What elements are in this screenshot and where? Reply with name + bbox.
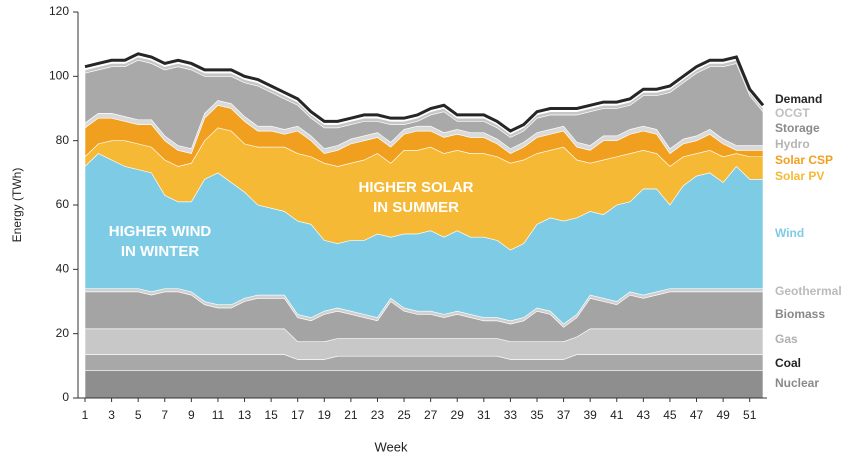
x-tick-label: 41	[610, 408, 624, 422]
legend-label: OCGT	[775, 106, 810, 120]
x-tick-label: 3	[108, 408, 115, 422]
x-tick-label: 15	[264, 408, 278, 422]
annotation: IN SUMMER	[373, 199, 459, 216]
area	[84, 354, 764, 371]
x-tick-label: 27	[424, 408, 438, 422]
annotation: HIGHER WIND	[109, 223, 212, 240]
legend-label: Biomass	[775, 307, 825, 321]
y-tick-label: 120	[49, 4, 69, 18]
area	[84, 56, 764, 138]
y-tick-label: 0	[62, 390, 69, 404]
y-axis-label: Energy (TWh)	[10, 168, 24, 243]
annotation: HIGHER SOLAR	[358, 179, 473, 196]
x-tick-label: 31	[477, 408, 491, 422]
x-tick-label: 13	[238, 408, 252, 422]
x-tick-label: 19	[318, 408, 332, 422]
x-tick-label: 9	[188, 408, 195, 422]
demand-line	[84, 52, 765, 133]
x-tick-label: 37	[557, 408, 571, 422]
legend-label: Nuclear	[775, 376, 819, 390]
x-tick-label: 29	[451, 408, 465, 422]
x-tick-label: 51	[743, 408, 757, 422]
x-tick-label: 43	[637, 408, 651, 422]
legend-label: Coal	[775, 356, 801, 370]
x-tick-label: 11	[212, 408, 225, 422]
area	[84, 370, 764, 399]
legend-label: Solar PV	[775, 169, 824, 183]
x-tick-label: 17	[291, 408, 305, 422]
x-tick-label: 33	[504, 408, 518, 422]
x-tick-label: 7	[161, 408, 168, 422]
x-tick-label: 49	[716, 408, 730, 422]
legend-label: Solar CSP	[775, 153, 833, 167]
x-tick-label: 1	[82, 408, 89, 422]
x-tick-label: 35	[530, 408, 544, 422]
y-tick-label: 100	[49, 69, 69, 83]
x-tick-label: 5	[135, 408, 142, 422]
y-tick-label: 40	[56, 262, 70, 276]
y-tick-label: 60	[56, 197, 70, 211]
legend-label: Storage	[775, 121, 820, 135]
x-tick-label: 45	[663, 408, 677, 422]
legend-label: Geothermal	[775, 284, 842, 298]
y-tick-label: 80	[56, 133, 70, 147]
legend-label: Demand	[775, 92, 822, 106]
x-tick-label: 39	[583, 408, 597, 422]
x-axis-label: Week	[375, 439, 408, 454]
legend-label: Wind	[775, 226, 804, 240]
x-tick-label: 23	[371, 408, 385, 422]
annotation: IN WINTER	[121, 243, 199, 260]
x-tick-label: 21	[344, 408, 358, 422]
x-tick-label: 25	[397, 408, 411, 422]
y-tick-label: 20	[56, 326, 70, 340]
legend-label: Hydro	[775, 137, 810, 151]
legend-label: Gas	[775, 332, 798, 346]
x-tick-label: 47	[690, 408, 704, 422]
